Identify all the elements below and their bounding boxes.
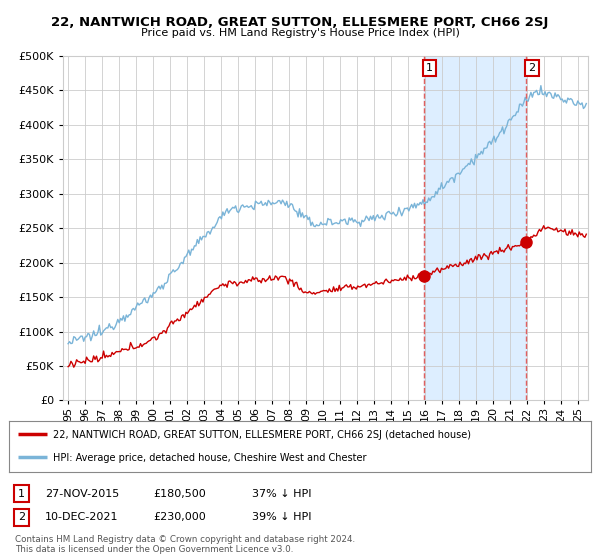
Text: Price paid vs. HM Land Registry's House Price Index (HPI): Price paid vs. HM Land Registry's House … [140,28,460,38]
Text: 27-NOV-2015: 27-NOV-2015 [45,489,119,499]
Text: 2: 2 [18,512,25,522]
Bar [424,56,526,400]
Text: HPI: Average price, detached house, Cheshire West and Chester: HPI: Average price, detached house, Ches… [53,453,366,463]
Text: 10-DEC-2021: 10-DEC-2021 [45,512,119,522]
Text: 1: 1 [426,63,433,73]
Text: 39% ↓ HPI: 39% ↓ HPI [252,512,311,522]
Text: £180,500: £180,500 [153,489,206,499]
Text: 1: 1 [18,489,25,499]
Text: £230,000: £230,000 [153,512,206,522]
Text: 22, NANTWICH ROAD, GREAT SUTTON, ELLESMERE PORT, CH66 2SJ (detached house): 22, NANTWICH ROAD, GREAT SUTTON, ELLESME… [53,430,470,440]
Text: 2: 2 [529,63,536,73]
Text: 37% ↓ HPI: 37% ↓ HPI [252,489,311,499]
Text: Contains HM Land Registry data © Crown copyright and database right 2024.
This d: Contains HM Land Registry data © Crown c… [15,535,355,554]
Text: 22, NANTWICH ROAD, GREAT SUTTON, ELLESMERE PORT, CH66 2SJ: 22, NANTWICH ROAD, GREAT SUTTON, ELLESME… [52,16,548,29]
